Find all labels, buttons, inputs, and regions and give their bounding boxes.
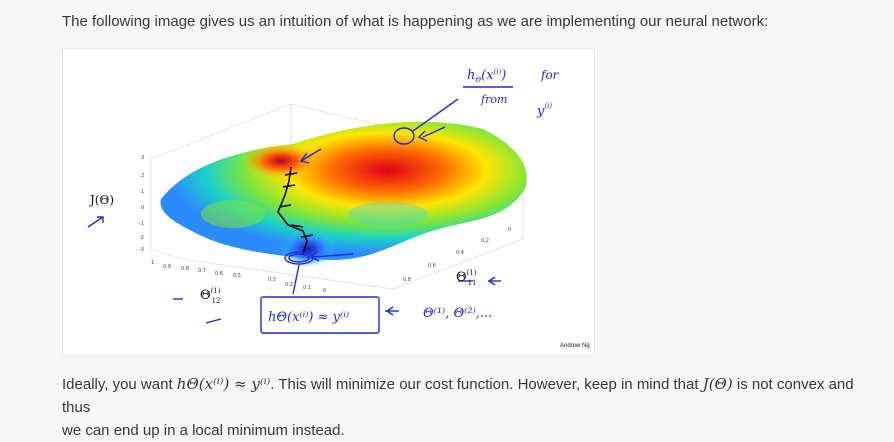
svg-text:0.3: 0.3 [268, 277, 276, 283]
top-note-from: from [480, 93, 507, 106]
box-formula: hΘ(x⁽ⁱ⁾) ≈ y⁽ⁱ⁾ [268, 310, 349, 325]
svg-text:-2: -2 [139, 235, 144, 241]
svg-text:1: 1 [141, 189, 144, 195]
svg-text:0.4: 0.4 [456, 250, 464, 256]
cost-surface [160, 121, 527, 267]
theta11-label: Θ(1) 11 [456, 269, 477, 287]
svg-text:0.6: 0.6 [215, 271, 223, 277]
svg-text:0.7: 0.7 [198, 268, 206, 274]
svg-text:0.5: 0.5 [233, 273, 241, 279]
svg-text:0: 0 [508, 227, 511, 233]
svg-text:0.8: 0.8 [403, 277, 411, 283]
outro-paragraph: Ideally, you want hΘ(x⁽ⁱ⁾) ≈ y⁽ⁱ⁾. This … [62, 373, 882, 442]
svg-text:3: 3 [141, 155, 144, 161]
outro-text-1: Ideally, you want [62, 376, 177, 393]
top-note-h: hΘ(x(i)) [467, 68, 506, 84]
outro-j-theta: J(Θ) [702, 375, 733, 393]
y-axis-ticks: 0.8 0.6 0.4 0.2 0 [403, 227, 511, 283]
outro-formula: hΘ(x⁽ⁱ⁾) ≈ y⁽ⁱ⁾ [176, 375, 271, 393]
theta12-label: Θ(1) 12 [200, 287, 221, 305]
svg-text:0.2: 0.2 [285, 282, 293, 288]
intro-paragraph: The following image gives us an intuitio… [62, 13, 769, 30]
z-axis-ticks: 3 2 1 0 -1 -2 -3 [139, 155, 144, 253]
svg-text:0.9: 0.9 [163, 264, 171, 270]
svg-text:0.8: 0.8 [181, 266, 189, 272]
theta-list: Θ⁽¹⁾, Θ⁽²⁾,... [423, 306, 492, 321]
outro-line-2: we can end up in a local minimum instead… [62, 422, 345, 439]
svg-text:0: 0 [141, 205, 144, 211]
descent-path [277, 166, 314, 255]
x-axis-ticks: 1 0.9 0.8 0.7 0.6 0.5 0.3 0.2 0.1 0 [151, 260, 326, 294]
outro-text-3: is not convex and thus [62, 376, 854, 416]
outro-text-2: . This will minimize our cost function. … [270, 376, 703, 393]
figure-canvas: 3 2 1 0 -1 -2 -3 1 0.9 0.8 0.7 0.6 0.5 0… [87, 68, 590, 349]
svg-text:-1: -1 [139, 221, 144, 227]
top-note-for: for [540, 68, 560, 82]
cost-surface-figure: 3 2 1 0 -1 -2 -3 1 0.9 0.8 0.7 0.6 0.5 0… [62, 48, 595, 356]
top-note-y: y(i) [536, 102, 552, 119]
svg-text:0: 0 [323, 288, 326, 294]
svg-text:0.6: 0.6 [428, 263, 436, 269]
j-theta-label: J(Θ) [88, 193, 114, 207]
svg-text:1: 1 [151, 260, 154, 266]
credit-label: Andrew Ng [560, 343, 590, 349]
svg-text:0.1: 0.1 [303, 285, 311, 291]
svg-text:2: 2 [141, 173, 144, 179]
svg-text:-3: -3 [139, 247, 144, 253]
annotation-marks [87, 86, 513, 334]
svg-text:0.2: 0.2 [481, 238, 489, 244]
